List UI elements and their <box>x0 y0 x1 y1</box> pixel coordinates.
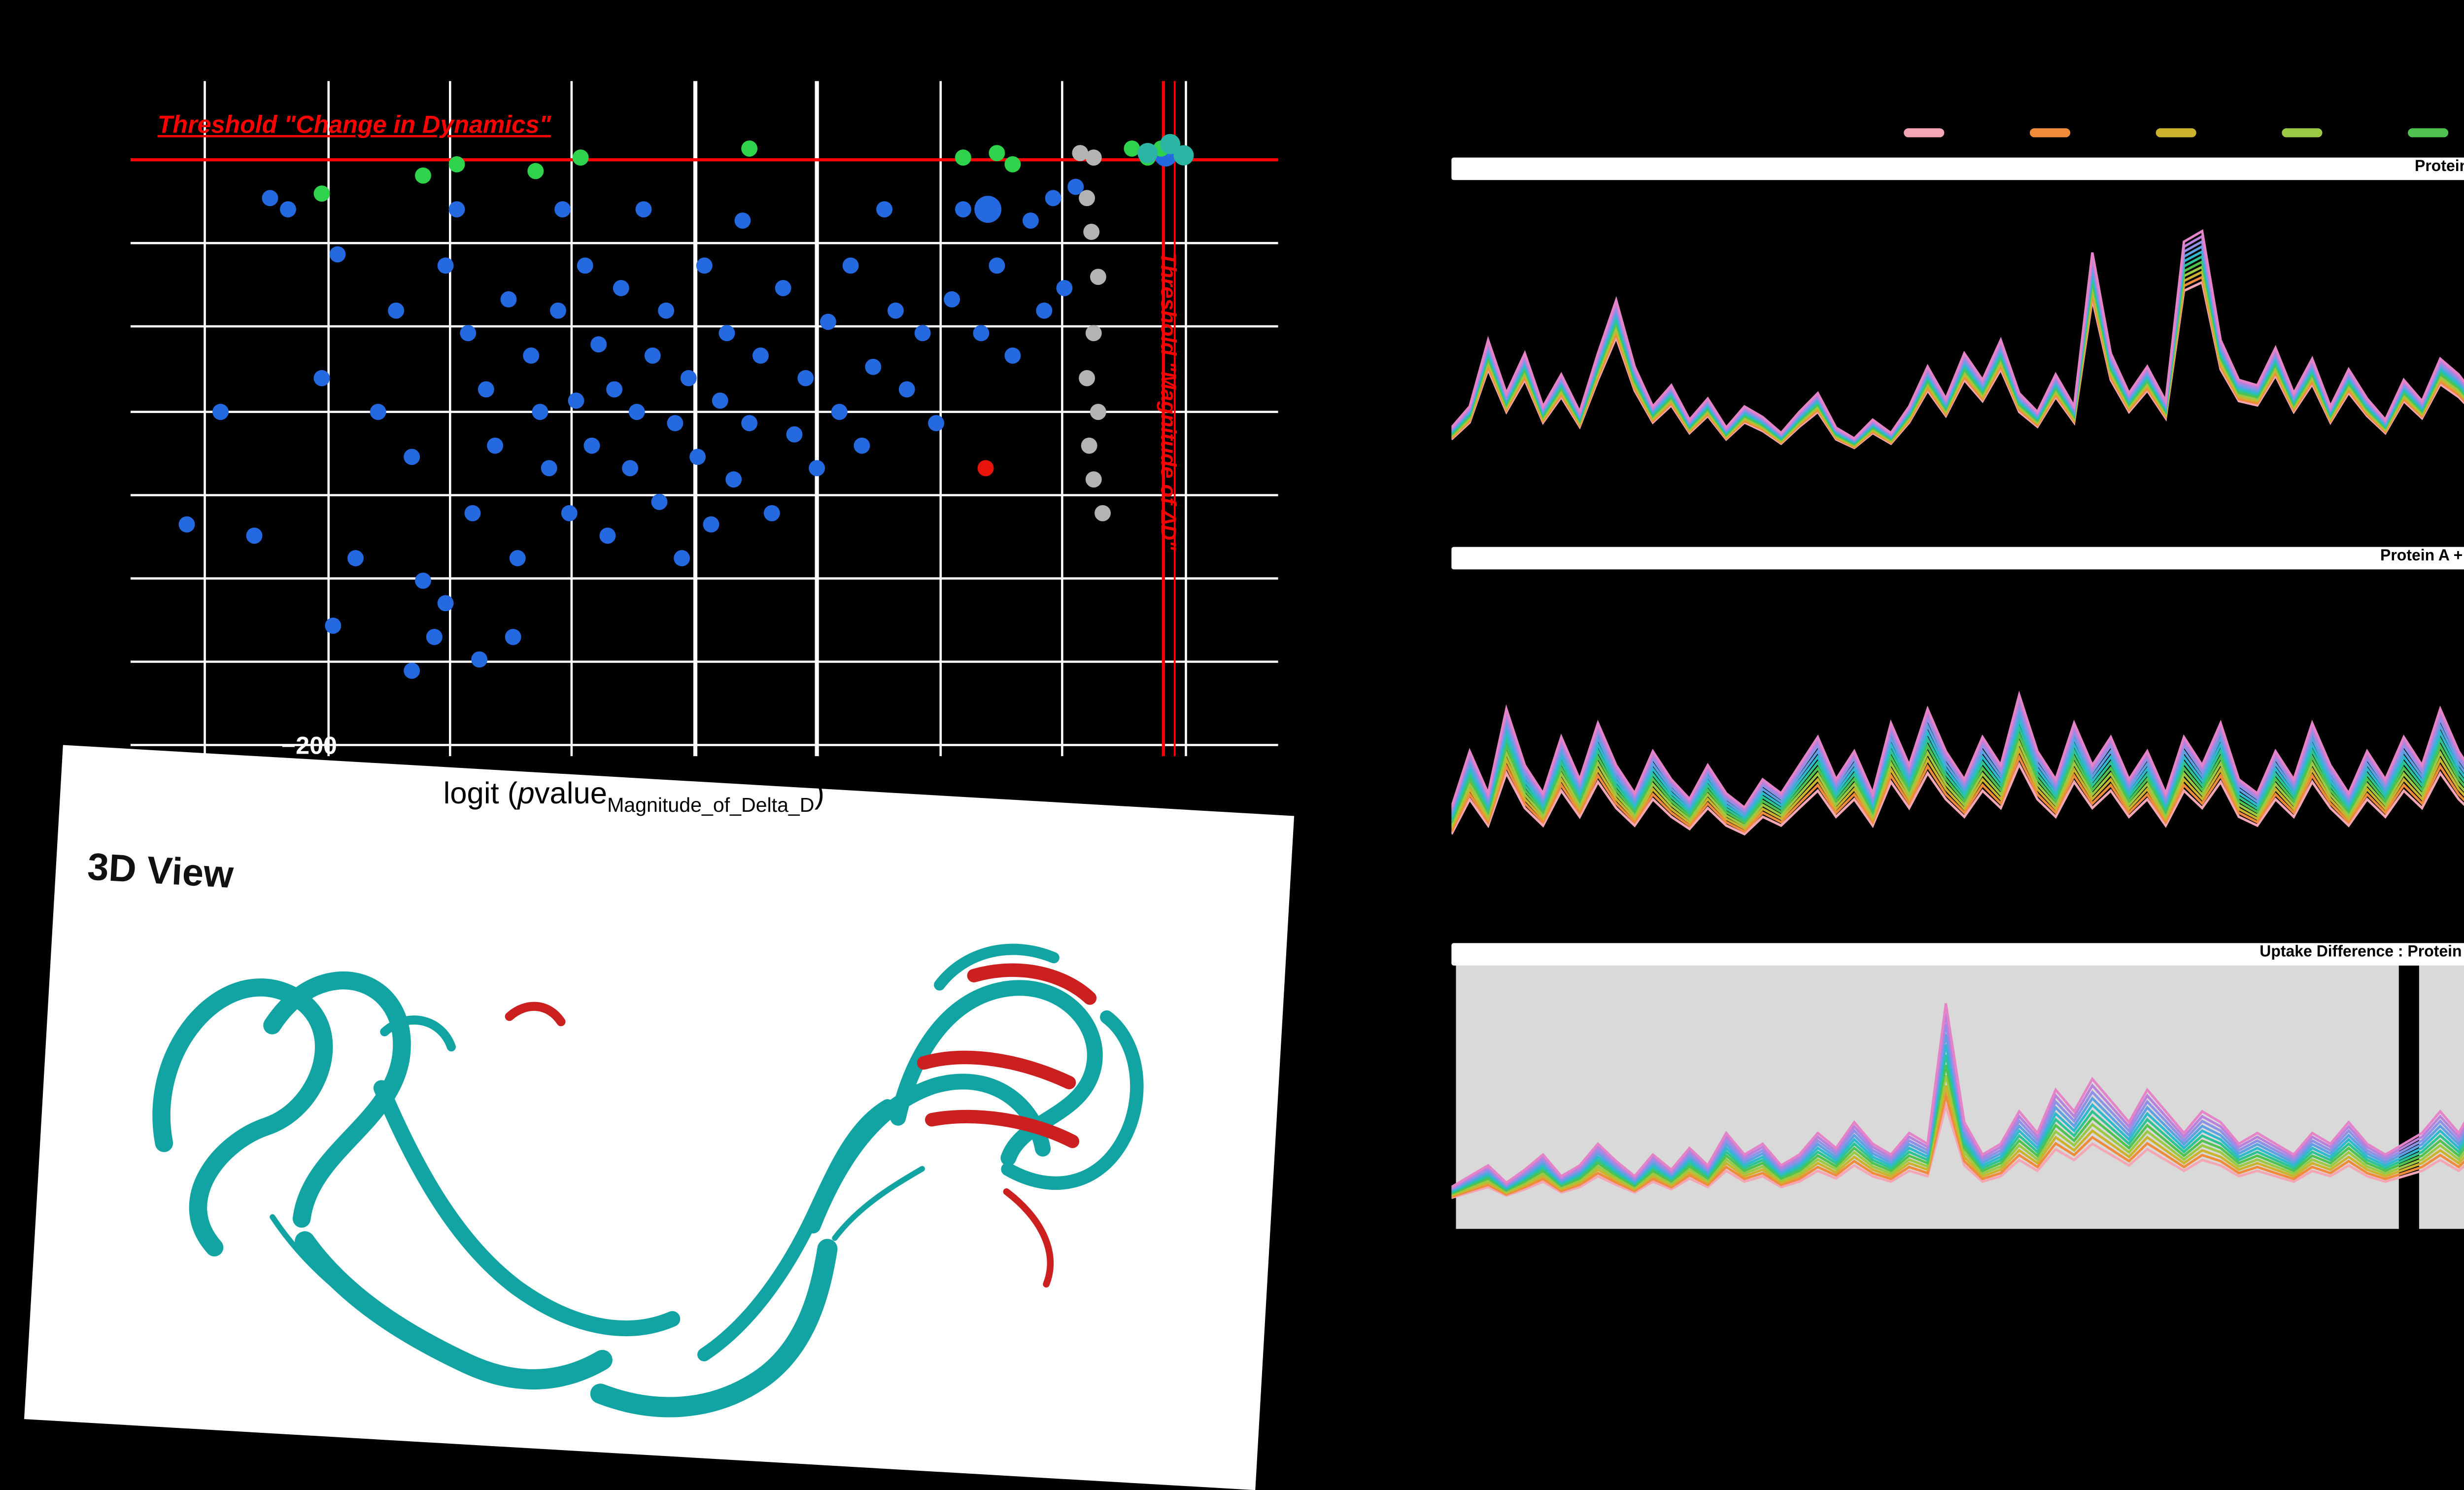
legend-swatch[interactable] <box>2029 128 2071 137</box>
gray-subpanel-left <box>1456 965 2399 1229</box>
uptake-chart-protein-a[interactable] <box>1451 182 2464 531</box>
volcano-plot[interactable] <box>130 81 1278 757</box>
x-tick-label: −200 <box>281 733 337 761</box>
uptake-difference-chart[interactable] <box>1451 963 2464 1231</box>
panel-header-protein-a-ligand: Protein A + Ligand <box>1451 547 2464 569</box>
uptake-chart-protein-a-ligand[interactable] <box>1451 572 2464 941</box>
x-axis-label: logit (pvalueMagnitude_of_Delta_D) <box>443 776 825 817</box>
legend-swatch[interactable] <box>2156 128 2196 137</box>
protein-ribbon <box>152 943 1144 1418</box>
uptake-difference-panel <box>1451 963 2464 1231</box>
app-canvas: Threshold "Change in Dynamics" Threshold… <box>24 81 2464 1490</box>
volcano-gridlines <box>130 81 1278 757</box>
volcano-scatter-points <box>178 134 1194 679</box>
panel-header-uptake-difference: Uptake Difference : Protein A - (Protein… <box>1451 943 2464 965</box>
threshold-lines <box>130 81 1278 757</box>
3d-view-panel[interactable]: 3D View <box>24 745 1295 1490</box>
threshold-magnitude-label: Threshold "Magnitude of ΔD" <box>1154 252 1179 551</box>
gray-subpanel-middle <box>2419 965 2464 1229</box>
legend-swatch[interactable] <box>1904 128 1945 137</box>
threshold-dynamics-label: Threshold "Change in Dynamics" <box>157 112 551 140</box>
legend-swatch[interactable] <box>2282 128 2323 137</box>
timepoint-legend <box>1904 128 2464 137</box>
panel-header-protein-a: Protein A <box>1451 157 2464 179</box>
legend-swatch[interactable] <box>2408 128 2449 137</box>
